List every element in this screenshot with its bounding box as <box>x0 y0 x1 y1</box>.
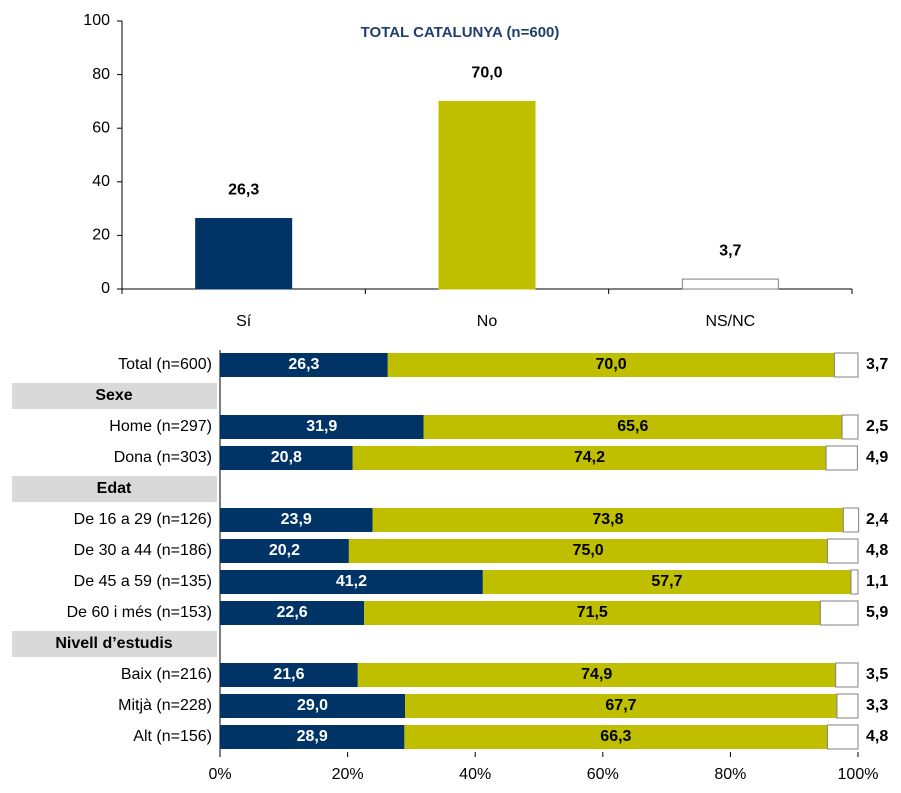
bar-segment <box>357 663 836 687</box>
value-label: 4,8 <box>866 728 888 745</box>
x-tick-label: 0% <box>208 766 231 783</box>
group-header: Nivell d’estudis <box>55 635 172 652</box>
bar-segment <box>482 570 851 594</box>
bar-segment <box>220 353 388 377</box>
value-label: 21,6 <box>273 666 304 683</box>
group-header-bg <box>12 476 217 502</box>
bar-segment <box>352 446 827 470</box>
bar <box>681 278 779 290</box>
value-label: 29,0 <box>297 697 328 714</box>
x-tick-label: 20% <box>332 766 364 783</box>
value-label: 26,3 <box>228 182 259 199</box>
value-label: 75,0 <box>573 542 604 559</box>
value-label: 3,7 <box>866 356 888 373</box>
chart-title: TOTAL CATALUNYA (n=600) <box>361 24 560 41</box>
value-label: 26,3 <box>288 356 319 373</box>
bar-segment <box>833 352 859 378</box>
bar-segment <box>387 353 835 377</box>
value-label: 20,2 <box>269 542 300 559</box>
bar-segment <box>372 508 844 532</box>
value-label: 28,9 <box>297 728 328 745</box>
value-label: 74,2 <box>574 449 605 466</box>
value-label: 4,9 <box>866 449 888 466</box>
value-label: 2,4 <box>866 511 888 528</box>
bar-segment <box>423 415 843 439</box>
bar-segment <box>348 539 828 563</box>
bar-segment <box>825 445 858 471</box>
bar-segment <box>220 601 365 625</box>
value-label: 3,5 <box>866 666 888 683</box>
x-tick-label: 60% <box>587 766 619 783</box>
value-label: 70,0 <box>471 65 502 82</box>
bar-segment <box>850 569 859 595</box>
bar-segment <box>819 600 859 626</box>
x-tick-label: 40% <box>459 766 491 783</box>
x-tick-label: NS/NC <box>705 313 755 330</box>
bar-segment <box>842 507 860 533</box>
value-label: 70,0 <box>596 356 627 373</box>
value-label: 65,6 <box>617 418 648 435</box>
y-tick-label: Total (n=600) <box>118 356 212 373</box>
value-label: 22,6 <box>277 604 308 621</box>
bar-segment <box>826 538 859 564</box>
y-tick-label: De 16 a 29 (n=126) <box>74 511 212 528</box>
value-label: 3,3 <box>866 697 888 714</box>
x-tick-label: 100% <box>838 766 879 783</box>
value-label: 74,9 <box>581 666 612 683</box>
value-label: 71,5 <box>577 604 608 621</box>
y-tick-label: Mitjà (n=228) <box>118 697 212 714</box>
y-tick-label: 80 <box>92 66 110 83</box>
y-tick-label: De 60 i més (n=153) <box>67 604 212 621</box>
group-header-bg <box>12 631 217 657</box>
y-tick-label: Home (n=297) <box>109 418 212 435</box>
bar-segment <box>220 694 406 718</box>
value-label: 5,9 <box>866 604 888 621</box>
y-tick-label: 40 <box>92 173 110 190</box>
x-tick-label: No <box>477 313 498 330</box>
value-label: 41,2 <box>336 573 367 590</box>
group-header-bg <box>12 383 217 409</box>
x-tick-label: 80% <box>714 766 746 783</box>
y-tick-label: De 30 a 44 (n=186) <box>74 542 212 559</box>
bar-segment <box>220 725 405 749</box>
bar-segment <box>404 725 828 749</box>
x-tick-label: Sí <box>236 313 252 330</box>
value-label: 67,7 <box>605 697 636 714</box>
group-header: Sexe <box>95 387 132 404</box>
value-label: 2,5 <box>866 418 888 435</box>
bar-segment <box>836 693 859 719</box>
bar-segment <box>220 415 424 439</box>
bar-segment <box>841 414 859 440</box>
bar-segment <box>826 724 859 750</box>
value-label: 23,9 <box>281 511 312 528</box>
bar-segment <box>220 570 483 594</box>
value-label: 73,8 <box>592 511 623 528</box>
value-label: 31,9 <box>306 418 337 435</box>
y-tick-label: 100 <box>83 12 110 29</box>
bar-segment <box>220 663 358 687</box>
value-label: 3,7 <box>719 242 741 259</box>
bar-segment <box>835 662 859 688</box>
value-label: 20,8 <box>271 449 302 466</box>
bar-segment <box>220 539 349 563</box>
y-tick-label: Baix (n=216) <box>121 666 212 683</box>
bar-segment <box>364 601 821 625</box>
y-tick-label: 60 <box>92 119 110 136</box>
y-tick-label: 20 <box>92 227 110 244</box>
value-label: 66,3 <box>600 728 631 745</box>
y-tick-label: Dona (n=303) <box>114 449 212 466</box>
value-label: 4,8 <box>866 542 888 559</box>
bar <box>195 218 293 290</box>
y-tick-label: De 45 a 59 (n=135) <box>74 573 212 590</box>
y-tick-label: 0 <box>101 280 110 297</box>
value-label: 57,7 <box>651 573 682 590</box>
y-tick-label: Alt (n=156) <box>133 728 212 745</box>
bar-segment <box>220 508 373 532</box>
group-header: Edat <box>97 480 132 497</box>
bar <box>438 100 536 290</box>
bar-segment <box>220 446 353 470</box>
value-label: 1,1 <box>866 573 888 590</box>
bar-segment <box>405 694 837 718</box>
